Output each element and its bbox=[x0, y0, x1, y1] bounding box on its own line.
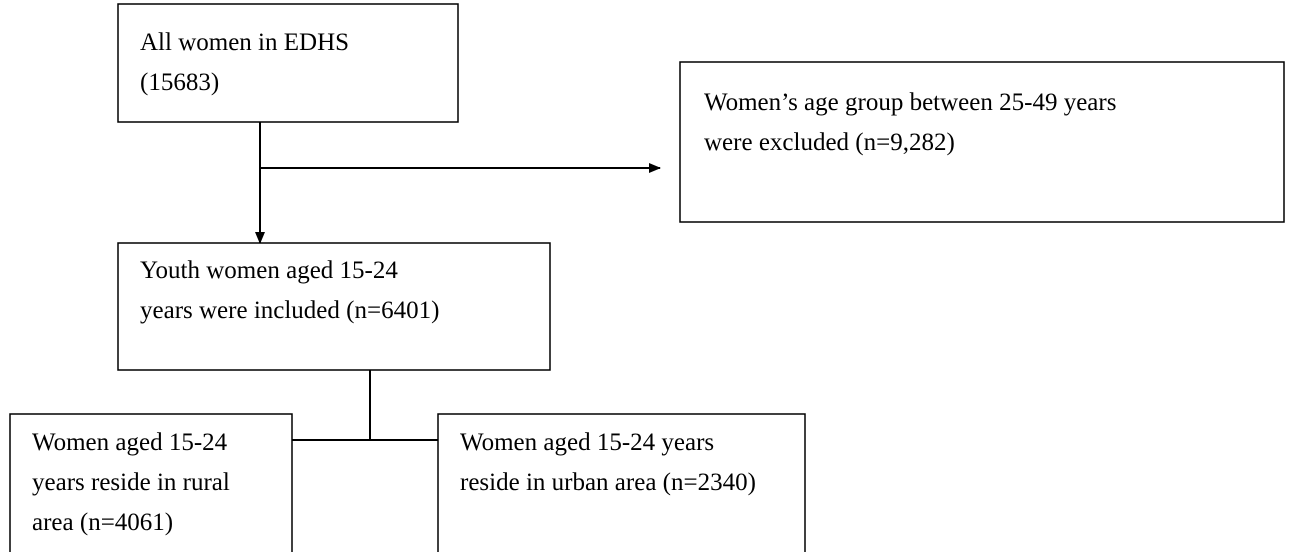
box bbox=[117, 3, 459, 123]
box-text: years were included (n=6401) bbox=[140, 297, 439, 324]
box bbox=[9, 413, 293, 552]
box-text: Youth women aged 15-24 bbox=[140, 257, 398, 284]
box bbox=[437, 413, 806, 552]
box bbox=[117, 242, 551, 371]
box-text: All women in EDHS bbox=[140, 29, 349, 56]
box-text: Women aged 15-24 years bbox=[460, 429, 714, 456]
box-text: were excluded (n=9,282) bbox=[704, 129, 955, 156]
box-text: area (n=4061) bbox=[32, 509, 173, 536]
box bbox=[679, 61, 1285, 223]
box-text: Women’s age group between 25-49 years bbox=[704, 89, 1116, 116]
box-text: (15683) bbox=[140, 69, 219, 96]
box-text: years reside in rural bbox=[32, 469, 230, 496]
box-text: Women aged 15-24 bbox=[32, 429, 228, 456]
box-text: reside in urban area (n=2340) bbox=[460, 469, 756, 496]
